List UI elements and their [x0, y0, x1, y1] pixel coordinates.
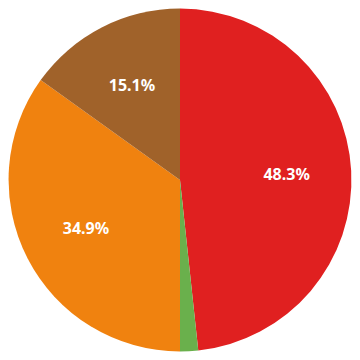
- svg-text:15.1%: 15.1%: [109, 74, 155, 96]
- svg-text:48.3%: 48.3%: [263, 163, 309, 185]
- svg-text:34.9%: 34.9%: [63, 217, 109, 239]
